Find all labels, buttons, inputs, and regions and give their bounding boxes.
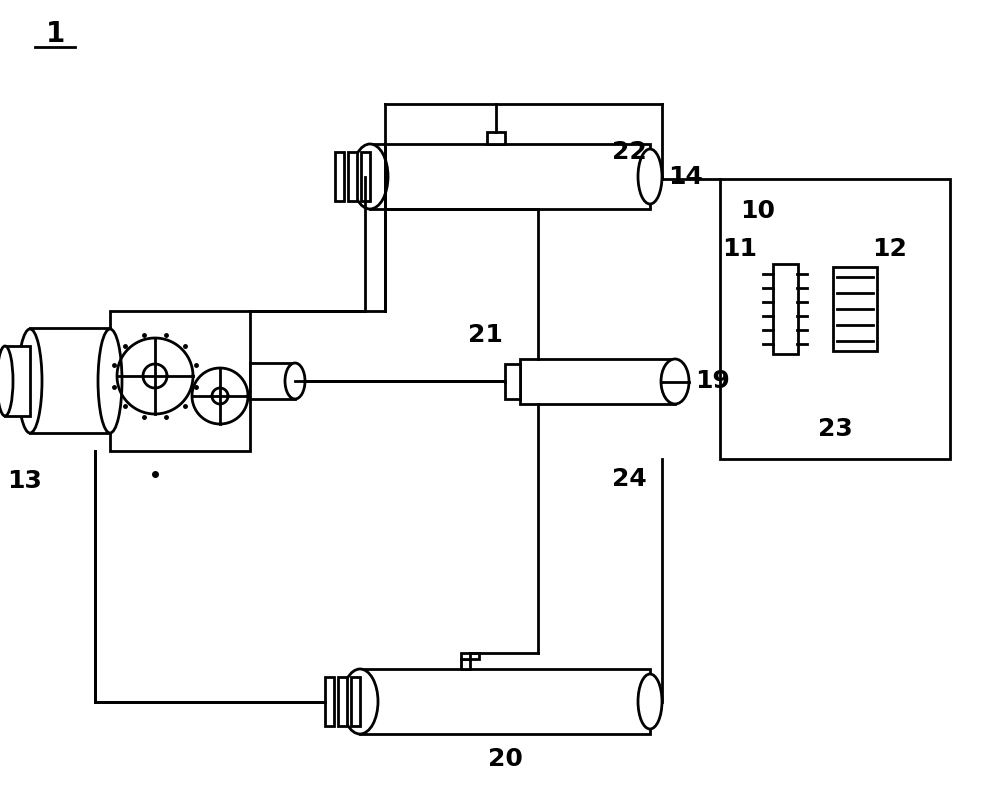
Bar <box>487 132 505 144</box>
Text: 20: 20 <box>488 747 522 771</box>
Bar <box>250 363 295 399</box>
Text: 13: 13 <box>8 469 42 493</box>
Text: 24: 24 <box>612 467 647 491</box>
Bar <box>5 346 30 416</box>
Bar <box>833 267 877 351</box>
Bar <box>110 311 250 451</box>
Ellipse shape <box>285 363 305 399</box>
Bar <box>461 653 479 659</box>
Ellipse shape <box>638 149 662 204</box>
Ellipse shape <box>661 359 689 404</box>
Ellipse shape <box>342 669 378 734</box>
Bar <box>361 152 370 201</box>
Bar <box>505 364 520 399</box>
Bar <box>338 677 347 726</box>
Text: 12: 12 <box>873 237 907 261</box>
Bar <box>370 144 650 209</box>
Ellipse shape <box>0 346 13 416</box>
Text: 11: 11 <box>722 237 758 261</box>
Text: 21: 21 <box>468 323 502 347</box>
Bar <box>30 328 110 433</box>
Ellipse shape <box>18 329 42 433</box>
Bar <box>360 669 650 734</box>
Ellipse shape <box>352 144 388 209</box>
Ellipse shape <box>98 329 122 433</box>
Text: 19: 19 <box>695 370 730 393</box>
Bar <box>348 152 357 201</box>
Bar <box>335 152 344 201</box>
Bar <box>520 359 675 404</box>
Bar <box>325 677 334 726</box>
Text: 1: 1 <box>45 20 65 48</box>
Bar <box>351 677 360 726</box>
Text: 23: 23 <box>818 417 852 441</box>
Bar <box>773 264 798 354</box>
Bar <box>461 659 470 669</box>
Ellipse shape <box>638 674 662 729</box>
Text: 22: 22 <box>612 140 647 164</box>
Text: 14: 14 <box>668 164 703 188</box>
Bar <box>720 179 950 459</box>
Text: 10: 10 <box>740 199 775 223</box>
